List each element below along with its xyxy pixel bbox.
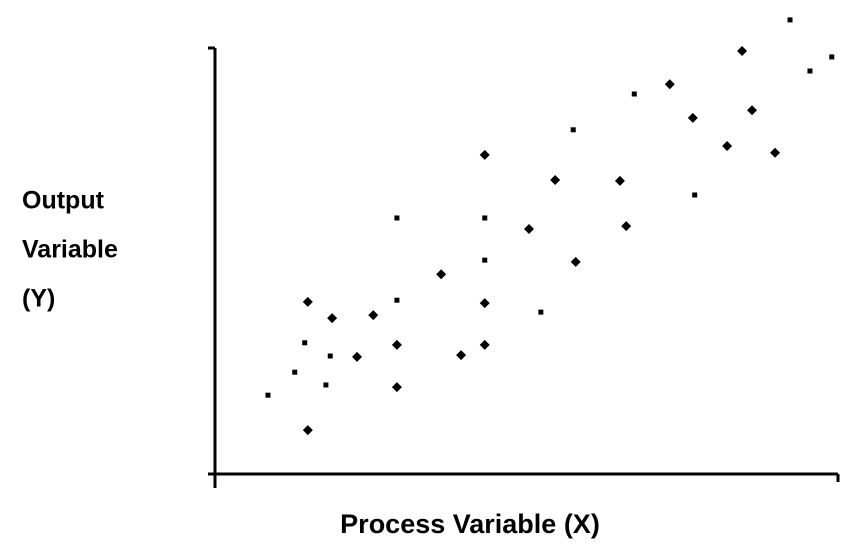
point [538, 309, 544, 315]
point [570, 256, 581, 267]
point [770, 147, 781, 158]
point [327, 353, 333, 359]
point [614, 175, 625, 186]
point [621, 221, 632, 232]
y-axis-label: Output [22, 187, 105, 215]
point [456, 350, 467, 361]
point [722, 140, 733, 151]
point [692, 192, 698, 198]
point [482, 257, 488, 263]
x-axis-label: Process Variable (X) [340, 509, 600, 539]
point [327, 313, 338, 324]
point [292, 369, 298, 375]
point [829, 54, 835, 60]
point [394, 297, 400, 303]
point [391, 382, 402, 393]
point [479, 298, 490, 309]
point [265, 392, 271, 398]
point [523, 224, 534, 235]
point [737, 45, 748, 56]
point [570, 127, 576, 133]
point [631, 91, 637, 97]
point [664, 79, 675, 90]
point [482, 215, 488, 221]
point [302, 296, 313, 307]
point [747, 105, 758, 116]
point [302, 340, 308, 346]
point [368, 310, 379, 321]
point [687, 112, 698, 123]
point [787, 17, 793, 23]
point [550, 175, 561, 186]
y-axis-label: (Y) [22, 285, 55, 313]
point [807, 68, 813, 74]
point [323, 382, 329, 388]
point [352, 351, 363, 362]
point [436, 269, 447, 280]
point [479, 149, 490, 160]
y-axis-label: Variable [22, 236, 118, 264]
point [302, 425, 313, 436]
point [479, 339, 490, 350]
point [391, 339, 402, 350]
point [394, 215, 400, 221]
